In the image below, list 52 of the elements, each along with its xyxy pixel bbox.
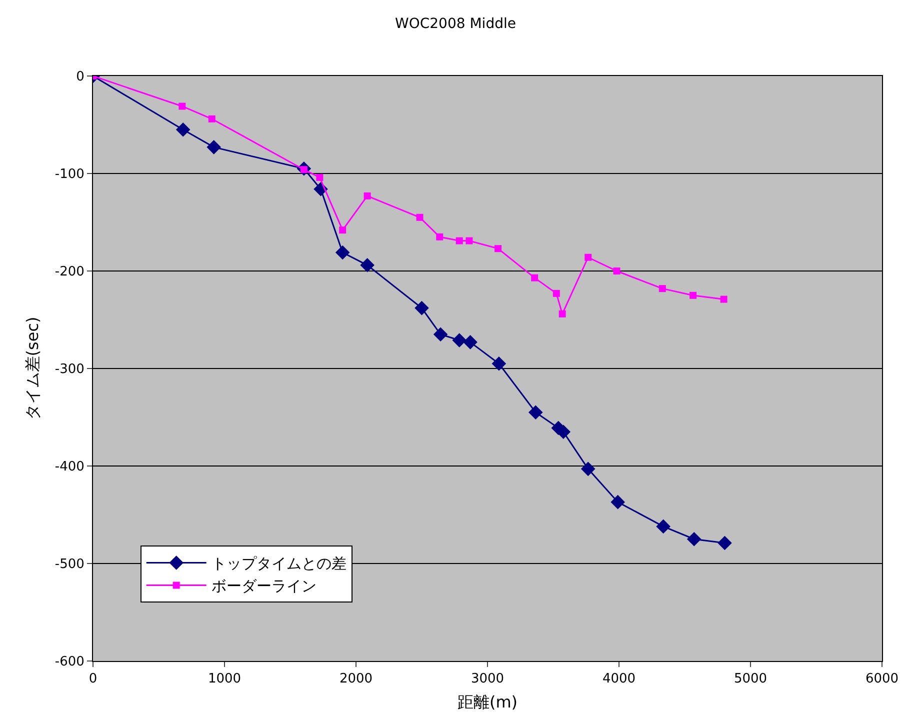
point: [364, 192, 371, 200]
point: [335, 245, 350, 260]
point: [613, 268, 620, 274]
point: [206, 140, 221, 154]
point: [492, 356, 506, 371]
point: [720, 296, 728, 303]
x-tick-label: 3000: [470, 672, 504, 687]
y-tick-label: -300: [54, 362, 84, 378]
point: [208, 115, 216, 122]
y-tick-label: -600: [54, 654, 84, 670]
point: [339, 226, 346, 234]
point: [552, 290, 560, 297]
chart-title: WOC2008 Middle: [395, 16, 516, 32]
point: [558, 310, 566, 318]
point: [580, 462, 596, 476]
legend-label: ボーダーライン: [211, 577, 316, 596]
point: [658, 285, 666, 292]
point: [456, 237, 463, 244]
point: [316, 174, 324, 181]
point: [414, 300, 429, 316]
x-axis-title: 距離(m): [457, 692, 518, 712]
point: [416, 214, 424, 221]
point: [360, 258, 374, 272]
y-tick-label: -400: [54, 460, 84, 475]
point: [531, 274, 538, 282]
legend-label: トップタイムとの差: [211, 554, 346, 573]
point: [463, 335, 478, 350]
y-tick-label: -100: [54, 167, 84, 182]
point: [690, 292, 697, 299]
x-tick-label: 2000: [339, 672, 373, 687]
x-tick-label: 0: [88, 672, 98, 687]
point: [466, 237, 473, 244]
point: [528, 405, 543, 420]
x-tick-label: 4000: [602, 672, 636, 687]
point: [176, 122, 190, 137]
point: [494, 245, 502, 252]
point: [656, 519, 670, 534]
x-tick-label: 6000: [865, 672, 899, 687]
point: [436, 233, 444, 240]
point: [178, 102, 186, 110]
point: [584, 254, 592, 261]
y-axis-title: タイム差(sec): [22, 316, 42, 420]
point: [452, 333, 467, 348]
x-tick-label: 1000: [208, 672, 242, 687]
point: [433, 327, 448, 342]
point: [686, 532, 702, 546]
y-tick-label: 0: [76, 70, 84, 85]
point: [718, 536, 732, 550]
y-tick-label: -500: [54, 557, 84, 572]
x-tick-label: 5000: [734, 672, 768, 687]
y-tick-label: -200: [54, 264, 84, 280]
point: [610, 494, 625, 510]
